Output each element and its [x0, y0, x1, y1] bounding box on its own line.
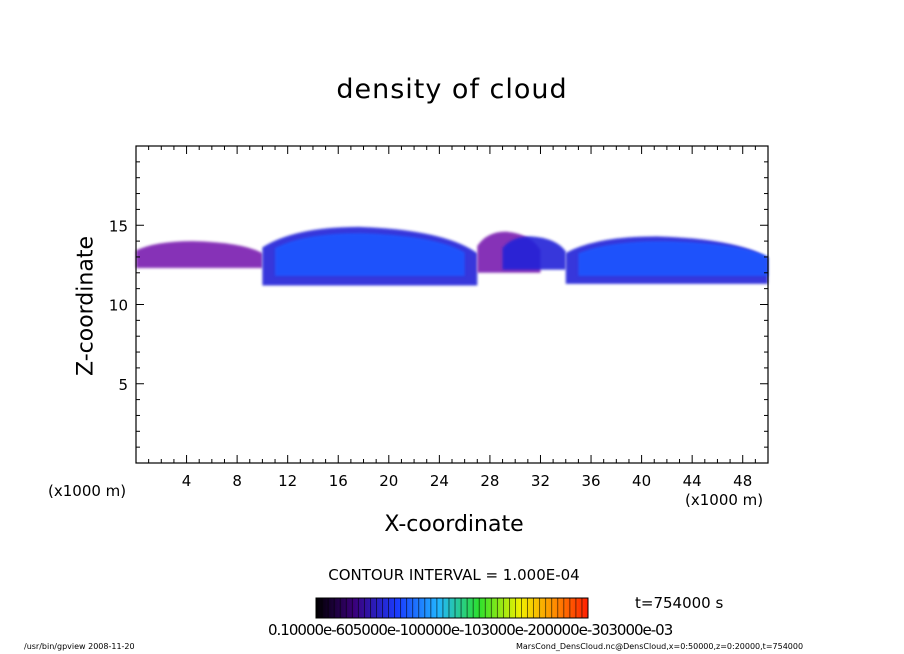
- cloud-density-field: [136, 226, 768, 286]
- time-label: t=754000 s: [635, 594, 724, 612]
- cloud-region: [502, 236, 566, 270]
- plot-frame: [135, 145, 769, 464]
- x-tick-label: 8: [232, 472, 242, 490]
- x-tick-label: 44: [683, 472, 702, 490]
- y-axis-label: Z-coordinate: [73, 236, 99, 376]
- x-axis-ticks: 4 8 12 16 20 24 28 32 36 40 44 48: [135, 146, 769, 490]
- y-axis-ticks: 5 10 15: [109, 145, 768, 464]
- cloud-region: [136, 241, 263, 269]
- colorbar: [315, 597, 589, 619]
- footer-program: /usr/bin/gpview 2008-11-20: [24, 642, 135, 651]
- colorbar-gradient: [315, 597, 589, 619]
- colorbar-labels: 0.10000e-605000e-100000e-103000e-200000e…: [268, 621, 673, 639]
- x-unit-right: (x1000 m): [685, 491, 764, 509]
- x-tick-label: 48: [733, 472, 752, 490]
- x-tick-label: 16: [329, 472, 348, 490]
- x-tick-label: 40: [632, 472, 651, 490]
- y-tick-label: 15: [109, 217, 128, 235]
- y-tick-label: 10: [109, 297, 128, 315]
- contour-interval-label: CONTOUR INTERVAL = 1.000E-04: [328, 566, 580, 584]
- cloud-region: [578, 241, 768, 276]
- x-tick-label: 36: [581, 472, 600, 490]
- chart-title: density of cloud: [336, 74, 568, 105]
- cloud-region: [275, 233, 465, 276]
- x-tick-label: 32: [531, 472, 550, 490]
- x-tick-label: 12: [278, 472, 297, 490]
- y-tick-label: 5: [118, 376, 128, 394]
- x-tick-label: 4: [182, 472, 192, 490]
- x-tick-label: 24: [430, 472, 449, 490]
- x-tick-label: 20: [379, 472, 398, 490]
- x-tick-label: 28: [480, 472, 499, 490]
- footer-source: MarsCond_DensCloud.nc@DensCloud,x=0:5000…: [516, 642, 804, 651]
- x-axis-label: X-coordinate: [384, 512, 524, 537]
- x-unit-left: (x1000 m): [48, 482, 127, 500]
